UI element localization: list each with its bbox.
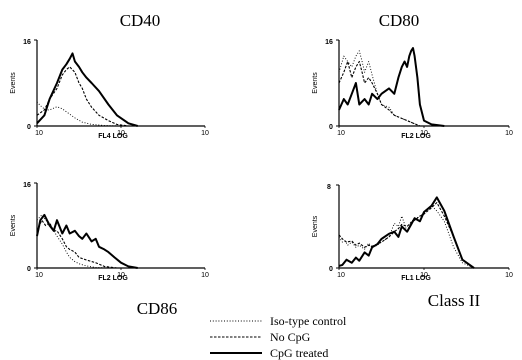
series-iso-cd40 — [36, 101, 122, 127]
y-tick-label-min-cd40: 0 — [27, 124, 31, 131]
x-axis-label-class-ii: FL1 LOG — [401, 275, 431, 282]
legend: Iso-type control No CpG CpG treated — [210, 314, 347, 360]
x-tick-label-cd86-2: 10 — [201, 272, 209, 279]
legend-label-nocpg: No CpG — [270, 330, 311, 344]
legend-label-cpg: CpG treated — [270, 346, 328, 360]
y-tick-label-max-cd80: 16 — [325, 39, 333, 46]
x-tick-label-class-ii-2: 10 — [505, 272, 513, 279]
series-nocpg-class-ii — [338, 202, 475, 269]
y-tick-label-max-class-ii: 8 — [327, 184, 331, 191]
x-axis-label-cd80: FL2 LOG — [401, 133, 431, 140]
x-tick-label-cd80-2: 10 — [505, 130, 513, 137]
series-cpg-cd80 — [338, 47, 445, 127]
series-nocpg-cd86 — [36, 219, 117, 269]
series-cpg-class-ii — [338, 196, 475, 269]
y-tick-label-min-class-ii: 0 — [329, 266, 333, 273]
series-iso-cd80 — [338, 50, 421, 127]
x-axis-label-cd86: FL2 LOG — [98, 275, 128, 282]
y-axis-label-cd40: Events — [10, 72, 17, 94]
panel-title-cd80: CD80 — [379, 11, 420, 30]
x-tick-label-class-ii-1: 10 — [420, 272, 428, 279]
y-tick-label-max-cd40: 16 — [23, 39, 31, 46]
y-axis-label-cd80: Events — [312, 72, 319, 94]
y-tick-label-max-cd86: 16 — [23, 182, 31, 189]
y-axis-label-cd86: Events — [10, 214, 17, 236]
x-axis-label-cd40: FL4 LOG — [98, 133, 128, 140]
x-tick-label-cd86-1: 10 — [117, 272, 125, 279]
x-tick-label-cd40-0: 10 — [35, 130, 43, 137]
x-tick-label-cd80-0: 10 — [337, 130, 345, 137]
legend-label-iso: Iso-type control — [270, 314, 347, 328]
y-tick-label-min-cd86: 0 — [27, 266, 31, 273]
panel-title-class-ii: Class II — [428, 291, 481, 310]
series-cpg-cd40 — [36, 52, 138, 127]
y-tick-label-min-cd80: 0 — [329, 124, 333, 131]
x-tick-label-cd40-2: 10 — [201, 130, 209, 137]
series-nocpg-cd40 — [36, 66, 129, 127]
series-cpg-cd86 — [36, 213, 138, 269]
y-axis-label-class-ii: Events — [312, 215, 319, 237]
x-tick-label-cd86-0: 10 — [35, 272, 43, 279]
x-tick-label-cd80-1: 10 — [420, 130, 428, 137]
panel-title-cd40: CD40 — [120, 11, 161, 30]
x-tick-label-class-ii-0: 10 — [337, 272, 345, 279]
panel-title-cd86: CD86 — [137, 299, 178, 318]
x-tick-label-cd40-1: 10 — [117, 130, 125, 137]
series-nocpg-cd80 — [338, 60, 421, 127]
